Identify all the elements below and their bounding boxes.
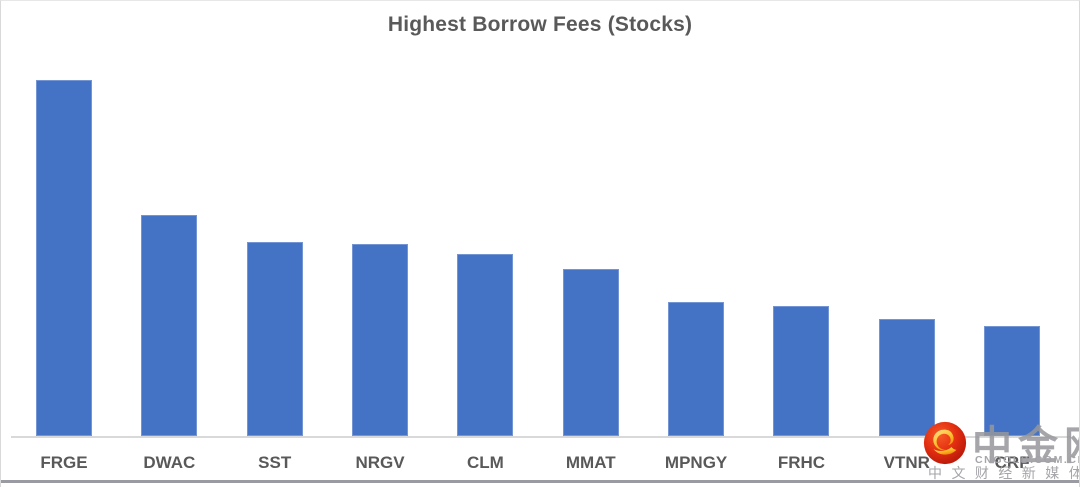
bar-crf xyxy=(984,326,1041,436)
chart-title: Highest Borrow Fees (Stocks) xyxy=(387,13,693,36)
bar-vtnr xyxy=(878,319,935,436)
x-axis-label-frhc: FRHC xyxy=(777,453,826,472)
bar-frhc xyxy=(773,306,830,436)
bar-mpngy xyxy=(668,302,725,436)
x-axis-label-sst: SST xyxy=(258,453,292,472)
x-axis-label-mpngy: MPNGY xyxy=(664,453,728,472)
bar-mmat xyxy=(562,269,619,436)
bar-sst xyxy=(246,242,303,436)
x-axis-line xyxy=(11,436,1071,438)
bar-clm xyxy=(457,254,514,436)
x-axis-label-vtnr: VTNR xyxy=(883,453,930,472)
x-axis-label-frge: FRGE xyxy=(40,453,88,472)
bar-dwac xyxy=(141,215,198,436)
x-axis-label-dwac: DWAC xyxy=(143,453,196,472)
bar-frge xyxy=(36,80,92,436)
x-axis-label-clm: CLM xyxy=(466,453,504,472)
x-axis-label-nrgv: NRGV xyxy=(355,453,405,472)
x-axis-label-mmat: MMAT xyxy=(565,453,616,472)
bottom-edge-strip xyxy=(1,480,1079,483)
bar-nrgv xyxy=(352,244,409,436)
x-axis-label-crf: CRF xyxy=(994,453,1030,472)
